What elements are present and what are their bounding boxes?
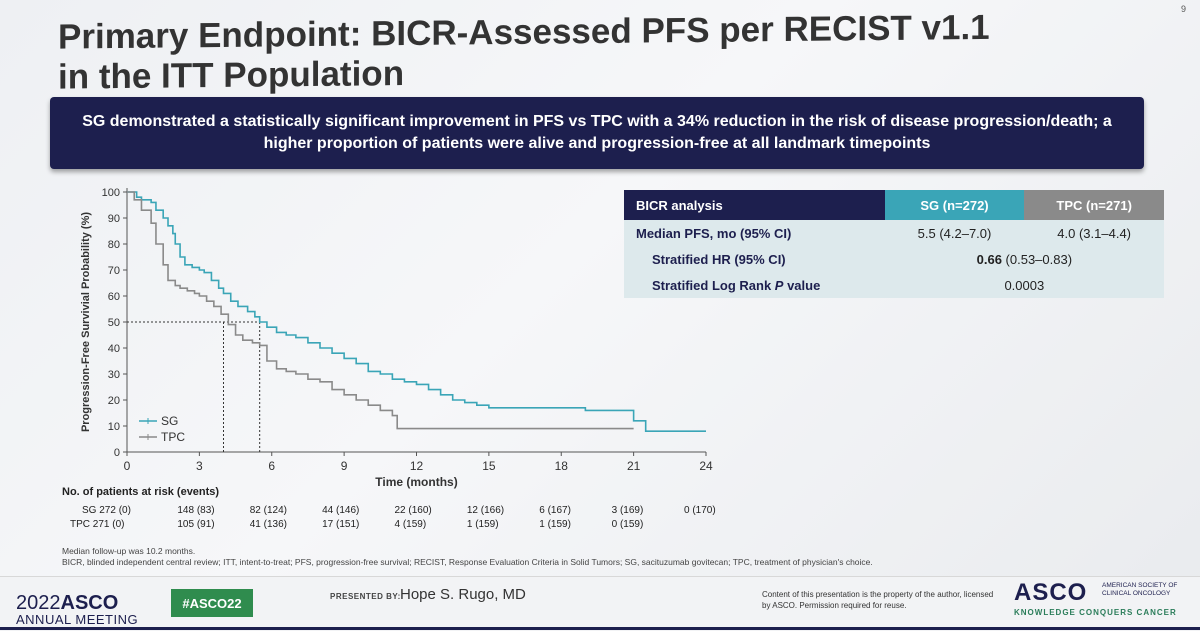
bicr-header-label: BICR analysis <box>624 190 885 220</box>
asco-society-logo: ASCO AMERICAN SOCIETY OF CLINICAL ONCOLO… <box>1014 579 1177 617</box>
at-risk-cell: 4 (159) <box>394 519 427 530</box>
at-risk-cell: 1 (159) <box>539 519 571 530</box>
km-curve-sg <box>127 191 706 432</box>
bottom-accent-line <box>0 627 1200 630</box>
at-risk-cell: 6 (167) <box>539 505 571 516</box>
hr-label: Stratified HR (95% CI) <box>652 251 786 267</box>
x-tick-label: 12 <box>410 459 424 473</box>
key-finding-banner: SG demonstrated a statistically signific… <box>50 97 1144 169</box>
banner-text: SG demonstrated a statistically signific… <box>82 113 1112 152</box>
asco-wordmark: ASCO <box>1014 579 1088 606</box>
at-risk-title: No. of patients at risk (events) <box>62 486 220 498</box>
bicr-table: BICR analysis SG (n=272) TPC (n=271) Med… <box>624 190 1164 298</box>
presenter-name: Hope S. Rugo, MD <box>400 586 526 603</box>
bicr-header-row: BICR analysis SG (n=272) TPC (n=271) <box>624 190 1164 220</box>
median-pfs-tpc: 4.0 (3.1–4.4) <box>1057 225 1132 241</box>
at-risk-cell: 0 (159) <box>611 519 644 530</box>
at-risk-tpc-label: TPC 271 (0) <box>70 519 125 530</box>
x-tick-label: 24 <box>699 459 713 473</box>
at-risk-cell: 148 (83) <box>177 505 215 516</box>
at-risk-cell: 41 (136) <box>249 519 287 530</box>
y-tick-label: 50 <box>108 317 120 329</box>
y-tick-label: 80 <box>108 239 120 251</box>
x-tick-label: 9 <box>341 459 348 473</box>
pvalue-value: 0.0003 <box>1004 277 1045 293</box>
at-risk-cell: 22 (160) <box>394 505 432 516</box>
bicr-row-hr: Stratified HR (95% CI) 0.66 (0.53–0.83) <box>624 246 1164 272</box>
x-tick-label: 6 <box>268 459 275 473</box>
asco-meeting-logo: 2022ASCO <box>16 592 118 615</box>
x-tick-label: 3 <box>196 459 203 473</box>
y-tick-label: 10 <box>108 421 120 433</box>
footnote-followup: Median follow-up was 10.2 months. <box>62 546 196 556</box>
at-risk-cell: 17 (151) <box>322 519 360 530</box>
km-chart: 0 10 20 30 40 50 60 70 80 90 100 0 3 6 9 12 15 18 21 24 Time… <box>80 187 713 489</box>
footnote: Median follow-up was 10.2 months. BICR, … <box>62 546 873 568</box>
bicr-row-pvalue: Stratified Log Rank P value 0.0003 <box>624 272 1164 298</box>
pvalue-label: Stratified Log Rank P value <box>624 272 885 298</box>
y-axis-label: Progression-Free Survivial Probability (… <box>80 212 92 432</box>
hashtag-badge: #ASCO22 <box>171 589 253 617</box>
at-risk-cell: 82 (124) <box>249 505 287 516</box>
x-axis-label: Time (months) <box>375 475 457 489</box>
at-risk-cell: 105 (91) <box>177 519 215 530</box>
logo-asco: ASCO <box>60 592 119 614</box>
y-tick-label: 20 <box>108 395 120 407</box>
median-pfs-label: Median PFS, mo (95% CI) <box>636 225 792 241</box>
bicr-header-sg: SG (n=272) <box>884 190 1025 220</box>
legend-label-sg: SG <box>161 414 178 428</box>
at-risk-cell: 0 (170) <box>684 505 716 516</box>
property-notice: Content of this presentation is the prop… <box>762 590 994 610</box>
hr-ci: (0.53–0.83) <box>1001 251 1073 267</box>
y-tick-label: 100 <box>102 187 120 199</box>
y-tick-label: 70 <box>108 265 120 277</box>
at-risk-cell: 12 (166) <box>466 505 505 516</box>
asco-tagline: KNOWLEDGE CONQUERS CANCER <box>1014 608 1177 617</box>
slide-title: Primary Endpoint: BICR-Assessed PFS per … <box>58 6 1138 97</box>
x-tick-label: 21 <box>627 459 641 473</box>
at-risk-cell: 3 (169) <box>611 505 644 516</box>
y-tick-label: 60 <box>108 291 120 303</box>
slide-number: 9 <box>1180 4 1186 14</box>
at-risk-cell: 44 (146) <box>322 505 360 516</box>
km-curve-tpc <box>127 191 634 430</box>
at-risk-sg-label: SG 272 (0) <box>82 505 131 516</box>
asco-society-name: AMERICAN SOCIETY OF CLINICAL ONCOLOGY <box>1102 582 1178 597</box>
y-tick-label: 90 <box>108 213 120 225</box>
logo-annual-meeting: ANNUAL MEETING <box>16 612 139 627</box>
legend-label-tpc: TPC <box>161 430 185 444</box>
bicr-row-median-pfs: Median PFS, mo (95% CI) 5.5 (4.2–7.0) 4.… <box>624 220 1164 246</box>
y-tick-label: 0 <box>114 447 120 459</box>
logo-year: 2022 <box>16 592 61 614</box>
pvalue-label-p: P <box>774 277 784 293</box>
x-tick-label: 18 <box>555 459 569 473</box>
median-pfs-sg: 5.5 (4.2–7.0) <box>917 225 992 241</box>
at-risk-table: No. of patients at risk (events) SG 272 … <box>60 486 760 534</box>
bicr-header-tpc: TPC (n=271) <box>1024 190 1164 220</box>
x-tick-label: 0 <box>124 459 131 473</box>
presented-by-label: PRESENTED BY: <box>330 592 401 601</box>
y-tick-label: 30 <box>108 369 120 381</box>
hr-value: 0.66 (0.53–0.83) <box>885 246 1164 272</box>
x-tick-label: 15 <box>482 459 496 473</box>
hr-point: 0.66 <box>976 251 1002 267</box>
y-tick-label: 40 <box>108 343 120 355</box>
footnote-abbreviations: BICR, blinded independent central review… <box>62 557 873 567</box>
pvalue-label-post: value <box>783 277 821 293</box>
pvalue-label-pre: Stratified Log Rank <box>652 277 775 293</box>
at-risk-cell: 1 (159) <box>466 519 499 530</box>
